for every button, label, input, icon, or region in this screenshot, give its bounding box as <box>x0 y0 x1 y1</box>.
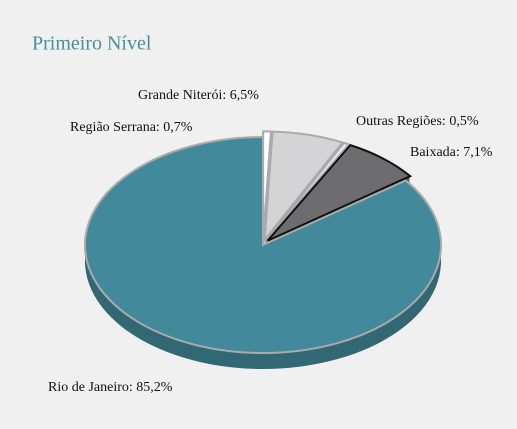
data-label: Rio de Janeiro: 85,2% <box>48 380 173 395</box>
slice <box>265 141 351 241</box>
data-label: Outras Regiões: 0,5% <box>356 114 479 129</box>
slice <box>263 130 345 243</box>
data-label: Baixada: 7,1% <box>410 145 493 160</box>
data-label: Região Serrana: 0,7% <box>70 120 193 135</box>
data-label: Grande Niterói: 6,5% <box>138 88 259 103</box>
slice <box>266 143 413 242</box>
slice <box>84 135 442 354</box>
slice <box>262 130 273 240</box>
chart-title: Primeiro Nível <box>32 33 152 55</box>
